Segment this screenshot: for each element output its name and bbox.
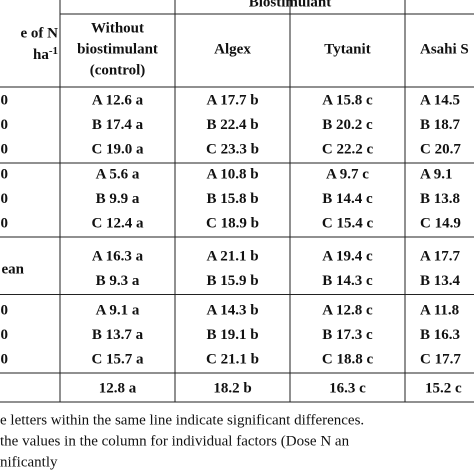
cell: B 14.3 c xyxy=(322,273,373,289)
cell: B 17.3 c xyxy=(322,327,373,343)
cell: A 17.7 b xyxy=(206,92,258,108)
cell: C 12.4 a xyxy=(91,215,144,231)
row-label: 0 xyxy=(1,166,9,182)
row-label: 80 xyxy=(0,141,8,157)
cell: C 20.7 xyxy=(420,141,461,157)
cell: C 18.8 c xyxy=(322,351,374,367)
cell: B 17.4 a xyxy=(92,117,144,133)
cell: B 19.1 b xyxy=(206,327,258,343)
total-cell: 16.3 c xyxy=(329,380,366,396)
row-label: 0 xyxy=(1,302,9,318)
cell: B 13.8 xyxy=(420,191,460,207)
row-label: 80 xyxy=(0,215,8,231)
cell: A 17.7 xyxy=(420,248,461,264)
cell: C 15.4 c xyxy=(322,215,374,231)
row-label: 0 xyxy=(1,92,9,108)
cell: A 16.3 a xyxy=(92,248,144,264)
row-label: 20 xyxy=(0,327,8,343)
cell: C 18.9 b xyxy=(206,215,259,231)
cell: B 22.4 b xyxy=(206,117,258,133)
cell: B 16.3 xyxy=(420,327,460,343)
cell: B 9.3 a xyxy=(96,273,140,289)
cell: C 15.7 a xyxy=(91,351,144,367)
cell: A 14.5 xyxy=(420,92,460,108)
cell: A 11.8 xyxy=(420,302,459,318)
row-label: 80 xyxy=(0,351,8,367)
cell: B 18.7 xyxy=(420,117,461,133)
total-cell: 12.8 a xyxy=(99,380,137,396)
cell: C 23.3 b xyxy=(206,141,259,157)
row-header-sup: -1 xyxy=(49,45,58,57)
group-label: ean xyxy=(2,261,25,277)
cell: C 21.1 b xyxy=(206,351,259,367)
row-label: 20 xyxy=(0,117,8,133)
row-label: 20 xyxy=(0,191,8,207)
column-header: biostimulant xyxy=(77,41,158,57)
row-header: e of N xyxy=(21,25,59,41)
cell: C 14.9 xyxy=(420,215,461,231)
cell: A 9.7 c xyxy=(326,166,369,182)
cell: A 12.6 a xyxy=(92,92,144,108)
cell: A 12.8 c xyxy=(322,302,373,318)
cell: A 21.1 b xyxy=(206,248,258,264)
cell: A 9.1 a xyxy=(96,302,140,318)
column-header: Tytanit xyxy=(324,41,370,57)
row-header-unit: ha xyxy=(33,47,49,63)
cell: C 19.0 a xyxy=(91,141,144,157)
cell: B 14.4 c xyxy=(322,191,373,207)
cell: A 9.1 xyxy=(420,166,453,182)
footnote: nificantly xyxy=(0,454,58,470)
total-cell: 18.2 b xyxy=(213,380,251,396)
cell: C 22.2 c xyxy=(322,141,374,157)
column-header: Asahi S xyxy=(420,41,469,57)
footnote: e letters within the same line indicate … xyxy=(0,412,364,428)
cell: B 13.7 a xyxy=(92,327,144,343)
footnote: the values in the column for individual … xyxy=(0,433,350,449)
column-header: (control) xyxy=(90,62,146,78)
cell: A 19.4 c xyxy=(322,248,373,264)
cell: A 10.8 b xyxy=(206,166,258,182)
cell: B 20.2 c xyxy=(322,117,373,133)
cell: B 9.9 a xyxy=(96,191,140,207)
cell: C 17.7 xyxy=(420,351,461,367)
cell: B 15.9 b xyxy=(206,273,258,289)
cell: B 13.4 xyxy=(420,273,461,289)
cell: B 15.8 b xyxy=(206,191,258,207)
cell: A 5.6 a xyxy=(96,166,140,182)
cell: A 14.3 b xyxy=(206,302,258,318)
column-header: Algex xyxy=(214,41,251,57)
column-header: Without xyxy=(91,20,144,36)
cell: A 15.8 c xyxy=(322,92,373,108)
total-cell: 15.2 c xyxy=(425,380,462,396)
row-header: ha-1 xyxy=(33,45,58,64)
